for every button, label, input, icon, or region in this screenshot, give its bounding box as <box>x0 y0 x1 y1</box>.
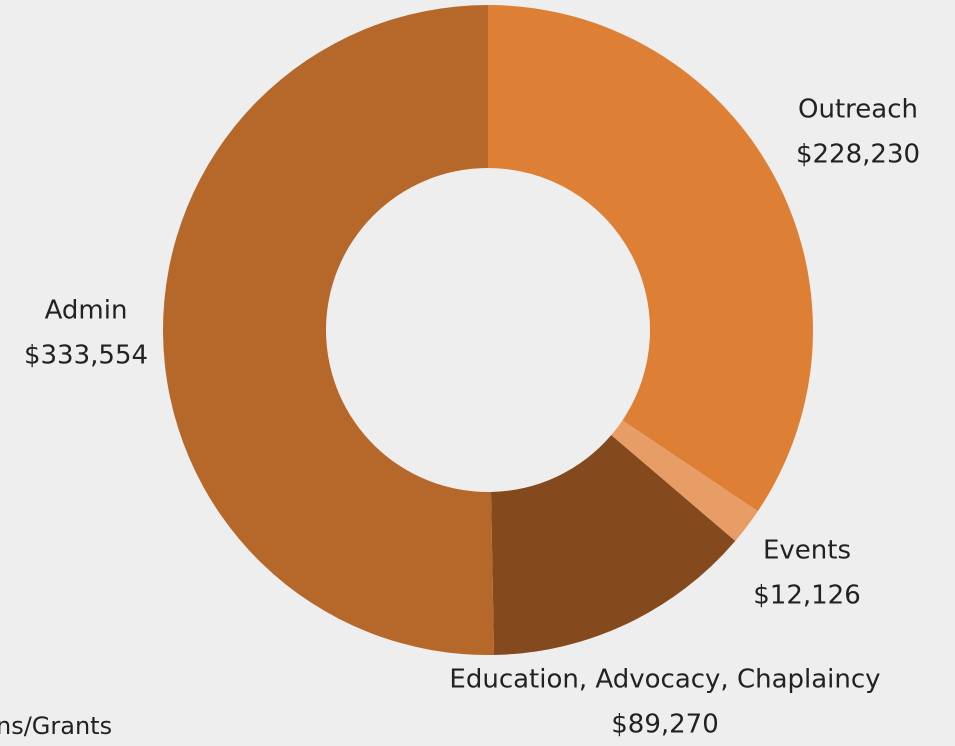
value-label: $228,230 <box>796 140 920 170</box>
donut-segment <box>611 420 758 541</box>
value-label: $333,554 <box>24 341 148 371</box>
segment-label: Education, Advocacy, Chaplaincy <box>449 665 880 695</box>
donut-segment <box>488 5 813 512</box>
donut-segment <box>163 5 495 655</box>
segment-label: Events <box>763 536 851 566</box>
segment-label: Admin <box>45 296 128 326</box>
value-label: $12,126 <box>753 581 861 611</box>
segment-label: Outreach <box>798 95 918 125</box>
value-label: $89,270 <box>611 710 719 740</box>
donut-segment <box>491 435 736 655</box>
cut-off-label: ns/Grants <box>0 712 112 740</box>
